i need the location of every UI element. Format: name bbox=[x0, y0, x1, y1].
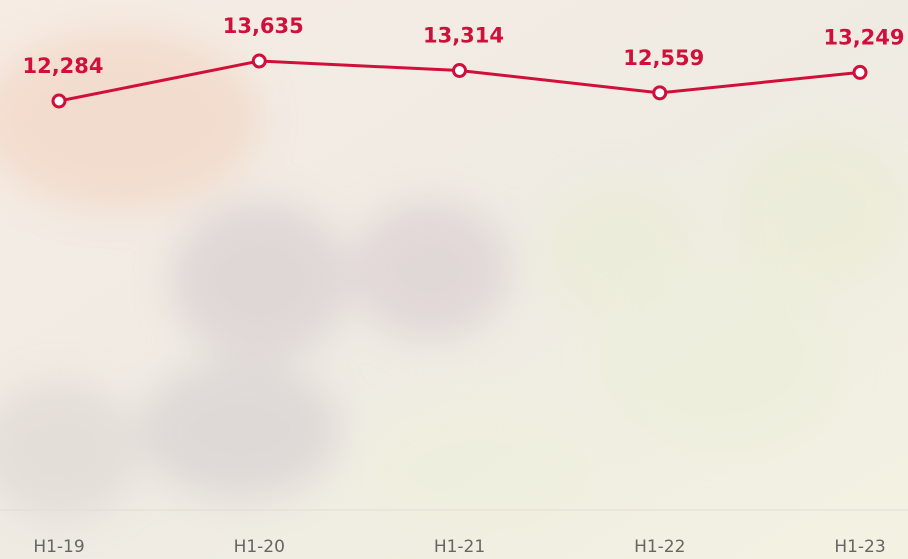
point bbox=[454, 65, 466, 77]
point bbox=[854, 66, 866, 78]
x-tick-label: H1-22 bbox=[634, 537, 685, 557]
data-label: 13,635 bbox=[223, 14, 304, 38]
point bbox=[53, 95, 65, 107]
data-label: 13,249 bbox=[823, 25, 904, 49]
point bbox=[654, 87, 666, 99]
x-tick-label: H1-21 bbox=[434, 537, 485, 557]
x-tick-label: H1-23 bbox=[834, 537, 885, 557]
data-label: 12,284 bbox=[22, 54, 103, 78]
data-label: 13,314 bbox=[423, 24, 504, 48]
chart: H1-19 H1-20 H1-21 H1-22 H1-23 12,284 13,635 13,… bbox=[0, 0, 908, 559]
x-tick-label: H1-20 bbox=[234, 537, 285, 557]
x-tick-label: H1-19 bbox=[33, 537, 84, 557]
point bbox=[253, 55, 265, 67]
data-label: 12,559 bbox=[623, 46, 704, 70]
